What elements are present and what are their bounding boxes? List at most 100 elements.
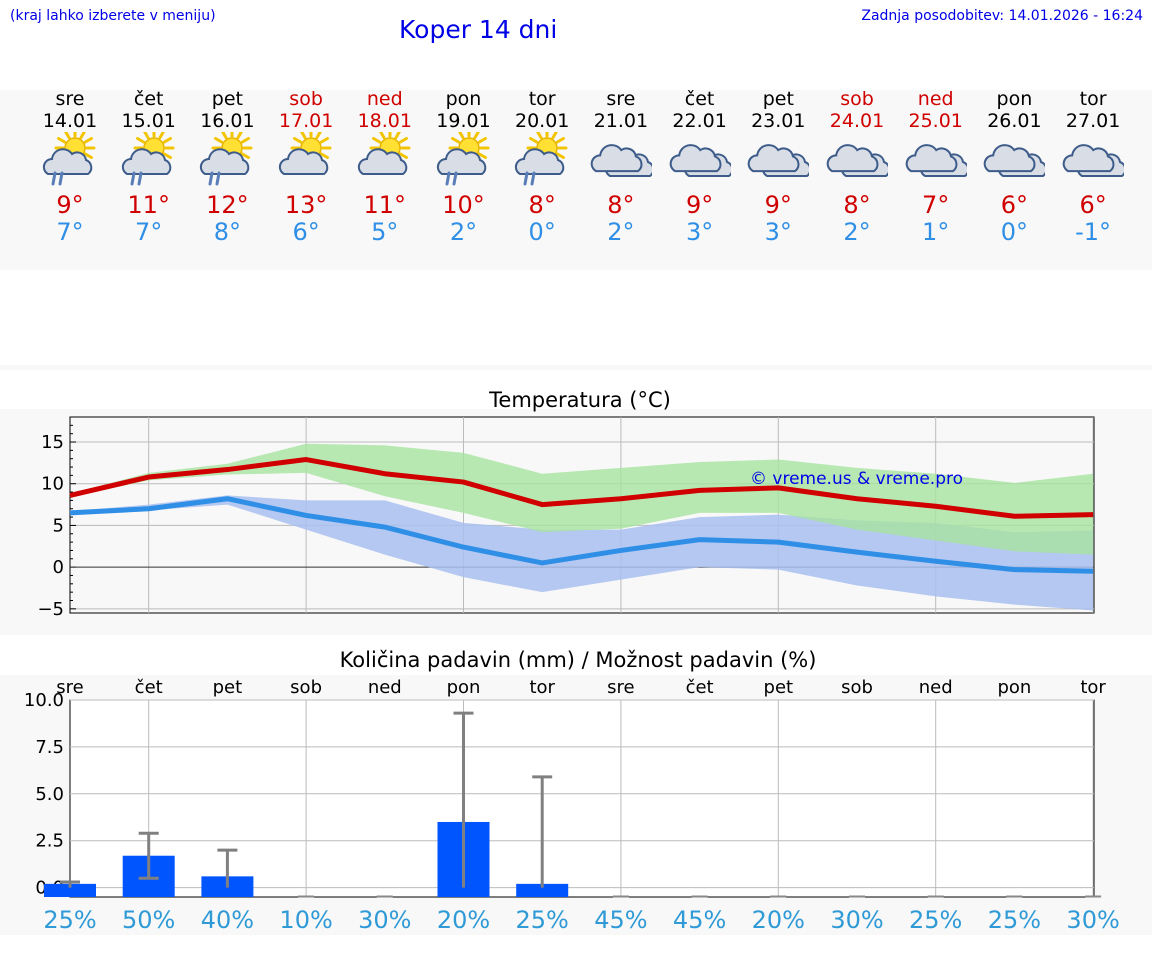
- precip-probability: 45%: [673, 906, 726, 934]
- weather-icon-wrap: [817, 132, 897, 192]
- max-temp: 6°: [1079, 191, 1107, 219]
- day-label: čet: [135, 677, 163, 698]
- day-column: sre 14.01 9° 7°: [30, 88, 110, 246]
- day-column: sre 21.01 8° 2°: [581, 88, 661, 246]
- day-name: čet: [133, 88, 164, 110]
- weather-icon-wrap: [30, 132, 110, 192]
- temperature-chart: Temperatura (°C) 15 10 5 0 −5 © vreme.us & vre…: [37, 388, 1095, 620]
- y-tick-label: 2.5: [35, 831, 64, 852]
- day-label: pet: [764, 677, 794, 698]
- plot-area: [69, 699, 1095, 898]
- day-date: 21.01: [593, 110, 649, 132]
- min-temp-line: [69, 496, 1094, 574]
- day-column: čet 22.01 9° 3°: [660, 88, 740, 246]
- min-temp: 7°: [56, 218, 84, 246]
- day-column: tor 20.01 8° 0°: [502, 88, 582, 246]
- day-date: 19.01: [436, 110, 491, 132]
- precip-probability: 25%: [909, 906, 962, 934]
- chart-title: Količina padavin (mm) / Možnost padavin …: [340, 648, 817, 672]
- forecast-days: sre 14.01 9° 7° čet 15.01 11° 7° pet 16.01 12° 8° so…: [0, 88, 1152, 268]
- sun-cloud-rain-icon: [436, 132, 489, 186]
- precip-probability: 20%: [752, 906, 805, 934]
- min-temp: -1°: [1075, 218, 1112, 246]
- min-temp: 5°: [371, 218, 399, 246]
- cloud-icon: [905, 144, 967, 177]
- precip-probability: 45%: [594, 906, 647, 934]
- min-temp: 7°: [135, 218, 163, 246]
- y-tick-label: −5: [37, 599, 64, 620]
- day-label: sob: [290, 677, 322, 698]
- divider: [0, 365, 1152, 370]
- min-temp: 2°: [843, 218, 871, 246]
- day-date: 20.01: [514, 110, 570, 132]
- watermark: © vreme.us & vreme.pro: [750, 469, 963, 489]
- day-date: 25.01: [908, 110, 963, 132]
- precip-probability: 30%: [830, 906, 883, 934]
- precip-probability: 10%: [279, 906, 332, 934]
- day-column: pon 26.01 6° 0°: [974, 88, 1054, 246]
- day-column: sob 17.01 13° 6°: [266, 88, 346, 246]
- max-temp: 11°: [127, 191, 170, 219]
- y-tick-label: 0: [53, 557, 64, 578]
- day-label: čet: [686, 677, 714, 698]
- weather-icon-wrap: [581, 132, 661, 192]
- sun-cloud-icon: [357, 132, 411, 175]
- sun-cloud-icon: [278, 132, 332, 175]
- min-temp: 2°: [449, 218, 478, 246]
- day-column: tor 27.01 6° -1°: [1053, 88, 1133, 246]
- y-tick-label: 5.0: [35, 784, 64, 805]
- day-name: sob: [289, 88, 323, 110]
- day-label: ned: [368, 677, 402, 698]
- min-temp: 8°: [213, 218, 242, 246]
- day-name: tor: [528, 88, 556, 110]
- day-date: 17.01: [278, 110, 334, 132]
- y-tick-label: 10.0: [24, 690, 64, 711]
- day-label: pet: [213, 677, 243, 698]
- max-temp: 6°: [1000, 191, 1029, 219]
- max-temp: 9°: [685, 191, 714, 219]
- precip-probability: 50%: [122, 906, 175, 934]
- day-label: tor: [529, 677, 555, 698]
- day-name: pon: [445, 88, 482, 110]
- day-column: pet 16.01 12° 8°: [187, 88, 267, 246]
- day-date: 27.01: [1065, 110, 1121, 132]
- max-temp: 9°: [764, 191, 792, 219]
- max-temp: 8°: [607, 191, 635, 219]
- cloud-icon: [826, 144, 888, 177]
- precip-probability: 30%: [1066, 906, 1119, 934]
- y-tick-label: 7.5: [35, 737, 64, 758]
- day-label: pon: [997, 677, 1031, 698]
- day-label: ned: [919, 677, 953, 698]
- max-temp-line: [69, 457, 1094, 519]
- precipitation-chart: Količina padavin (mm) / Možnost padavin …: [24, 648, 1120, 934]
- cloud-icon: [984, 144, 1046, 177]
- day-label: pon: [447, 677, 481, 698]
- precip-bar: [44, 883, 96, 897]
- day-name: pon: [996, 88, 1033, 110]
- day-column: pon 19.01 10° 2°: [424, 88, 504, 246]
- precip-probability: 40%: [201, 906, 254, 934]
- day-label: sre: [607, 677, 634, 698]
- weather-icon-wrap: [502, 132, 582, 192]
- forecast-panel-bg: [0, 90, 1152, 270]
- day-name: čet: [684, 88, 715, 110]
- max-temp: 12°: [206, 191, 249, 219]
- day-name: ned: [917, 88, 954, 110]
- weather-icon-wrap: [266, 132, 346, 192]
- weather-icon-wrap: [896, 132, 976, 192]
- weather-icon-wrap: [345, 132, 425, 192]
- day-name: sob: [840, 88, 874, 110]
- cloud-icon: [669, 144, 731, 177]
- y-tick-label: 15: [41, 432, 64, 453]
- day-date: 24.01: [829, 110, 885, 132]
- weather-icon-wrap: [738, 132, 818, 192]
- day-date: 16.01: [200, 110, 255, 132]
- cloud-icon: [747, 144, 810, 177]
- max-temp: 8°: [843, 191, 871, 219]
- day-label: tor: [1080, 677, 1106, 698]
- max-temp: 9°: [56, 191, 84, 219]
- max-temp: 13°: [284, 191, 328, 219]
- max-temp: 8°: [528, 191, 556, 219]
- day-date: 23.01: [751, 110, 806, 132]
- day-name: pet: [762, 88, 794, 110]
